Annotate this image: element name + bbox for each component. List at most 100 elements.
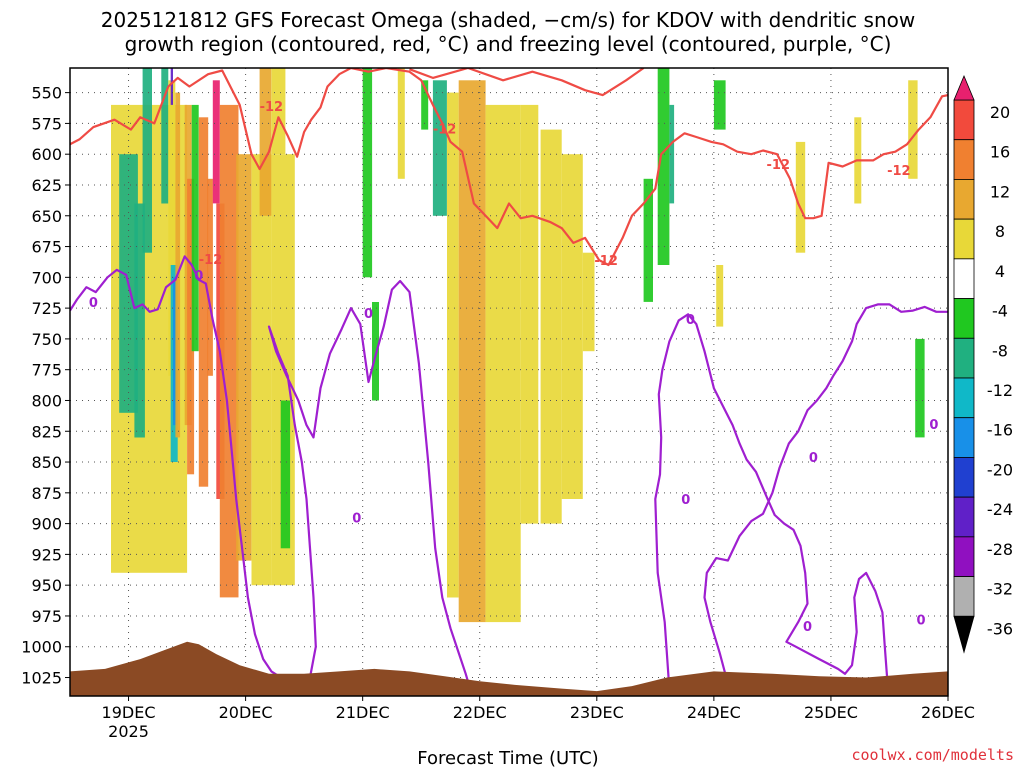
x-tick-label-1: 20DEC xyxy=(219,703,273,722)
colorbar: 20 16 12 8 4 -4 -8 -12 -16 -20 -24 -28 -32 -36 xyxy=(953,74,1013,654)
dgz-label-1: -12 xyxy=(433,122,457,137)
colorbar-label-9: -20 xyxy=(987,460,1013,479)
colorbar-swatch-8 xyxy=(953,377,975,419)
omega-shade-3 xyxy=(142,68,152,253)
colorbar-label-11: -28 xyxy=(987,540,1013,559)
colorbar-swatch-2 xyxy=(953,139,975,180)
y-tick-label-1: 575 xyxy=(31,114,62,133)
x-tick-label-5: 24DEC xyxy=(687,703,741,722)
dgz-label-5: -12 xyxy=(887,164,911,179)
omega-shade-2 xyxy=(134,203,145,438)
omega-shade-19 xyxy=(251,154,272,586)
y-tick-label-15: 925 xyxy=(31,545,62,564)
omega-shade-31 xyxy=(485,104,521,623)
credit-link[interactable]: coolwx.com/modelts xyxy=(851,746,1014,764)
omega-shade-29 xyxy=(447,92,459,598)
freezing-label-8: 0 xyxy=(803,620,812,635)
x-tick-label-7: 26DEC xyxy=(921,703,975,722)
freezing-label-0: 0 xyxy=(89,296,98,311)
gridlines xyxy=(70,68,949,696)
colorbar-label-12: -32 xyxy=(987,580,1013,599)
x-axis: 19DEC 20DEC 21DEC 22DEC 23DEC 24DEC 25DEC 26DEC… xyxy=(102,696,975,741)
y-tick-label-2: 600 xyxy=(31,145,62,164)
omega-shade-40 xyxy=(716,265,724,327)
omega-shade-32 xyxy=(520,104,539,524)
colorbar-swatch-9 xyxy=(953,417,975,458)
terrain-fill xyxy=(70,641,948,696)
dgz-label-2: -12 xyxy=(199,253,223,268)
title-line-2: growth region (contoured, red, °C) and f… xyxy=(125,32,892,56)
omega-shade-38 xyxy=(669,104,675,204)
colorbar-label-0: 20 xyxy=(990,103,1010,122)
omega-shade-36 xyxy=(643,178,653,302)
contour-line-0 xyxy=(70,68,948,267)
freezing-label-6: 0 xyxy=(809,451,818,466)
y-tick-label-16: 950 xyxy=(31,576,62,595)
title-line-1: 2025121812 GFS Forecast Omega (shaded, −… xyxy=(101,8,915,32)
y-tick-label-18: 1000 xyxy=(21,638,62,657)
y-tick-label-13: 875 xyxy=(31,484,62,503)
colorbar-label-5: -4 xyxy=(992,302,1008,321)
x-year-label: 2025 xyxy=(108,722,149,741)
omega-shade-22 xyxy=(259,68,272,216)
colorbar-label-10: -24 xyxy=(987,500,1013,519)
omega-shading xyxy=(111,68,925,623)
colorbar-swatch-5 xyxy=(953,258,975,299)
omega-shade-41 xyxy=(795,141,806,253)
omega-shade-24 xyxy=(362,68,373,278)
x-tick-label-0: 19DEC xyxy=(102,703,156,722)
y-tick-label-3: 625 xyxy=(31,176,62,195)
omega-shade-37 xyxy=(657,68,670,265)
y-tick-label-10: 800 xyxy=(31,391,62,410)
x-tick-label-4: 23DEC xyxy=(570,703,624,722)
omega-shade-14 xyxy=(207,178,213,376)
dgz-label-3: -12 xyxy=(594,254,618,269)
omega-shade-39 xyxy=(713,80,726,130)
y-tick-label-14: 900 xyxy=(31,515,62,534)
y-tick-label-0: 550 xyxy=(31,84,62,103)
omega-shade-12 xyxy=(191,104,199,352)
omega-shade-26 xyxy=(397,68,405,179)
contour-line-2 xyxy=(70,255,472,691)
omega-shade-4 xyxy=(161,68,169,204)
colorbar-top-arrow xyxy=(953,74,975,101)
terrain-area xyxy=(70,641,948,696)
colorbar-label-1: 16 xyxy=(990,143,1010,162)
omega-shade-34 xyxy=(561,154,583,499)
dgz-label-4: -12 xyxy=(767,158,791,173)
dgz-label-0: -12 xyxy=(260,100,284,115)
freezing-label-3: 0 xyxy=(352,511,361,526)
x-tick-label-3: 22DEC xyxy=(453,703,507,722)
colorbar-label-7: -12 xyxy=(987,381,1013,400)
omega-shade-25 xyxy=(372,302,379,401)
x-tick-label-6: 25DEC xyxy=(804,703,858,722)
omega-shade-18 xyxy=(236,154,252,561)
omega-shade-27 xyxy=(421,80,429,130)
omega-shade-44 xyxy=(915,338,925,438)
colorbar-swatch-4 xyxy=(953,218,975,260)
x-axis-title: Forecast Time (UTC) xyxy=(417,748,598,768)
y-tick-label-4: 650 xyxy=(31,207,62,226)
freezing-label-2: 0 xyxy=(364,307,373,322)
colorbar-swatch-3 xyxy=(953,179,975,220)
y-tick-label-8: 750 xyxy=(31,330,62,349)
colorbar-label-4: 4 xyxy=(995,262,1005,281)
omega-shade-15 xyxy=(212,80,220,204)
omega-shade-35 xyxy=(582,252,595,352)
contour-line-3 xyxy=(654,313,893,690)
chart-title: 2025121812 GFS Forecast Omega (shaded, −… xyxy=(101,8,915,56)
freezing-label-7: 0 xyxy=(929,418,938,433)
y-tick-label-6: 700 xyxy=(31,268,62,287)
omega-shade-28 xyxy=(432,80,447,216)
contour-line-4 xyxy=(703,303,948,684)
contour-line-1 xyxy=(409,68,645,97)
colorbar-label-8: -16 xyxy=(987,421,1013,440)
colorbar-swatch-1 xyxy=(953,99,975,141)
y-tick-label-12: 850 xyxy=(31,453,62,472)
colorbar-label-3: 8 xyxy=(995,222,1005,241)
omega-shade-5 xyxy=(168,80,176,376)
y-axis: 550 575 600 625 650 675 700 725 750 775 800 825 850 8… xyxy=(21,84,70,688)
omega-shade-8 xyxy=(175,92,181,438)
